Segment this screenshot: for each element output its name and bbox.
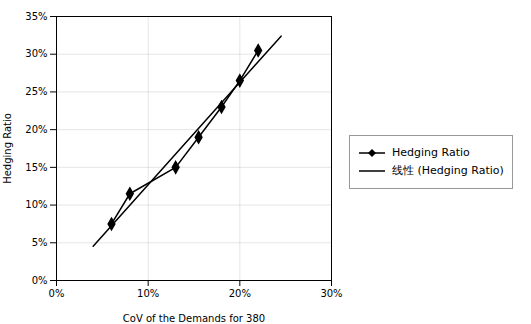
svg-text:0%: 0% — [49, 288, 65, 299]
svg-text:10%: 10% — [25, 199, 47, 210]
html-text:线性 (Hedging Ratio): 线性 (Hedging Ratio) — [392, 164, 504, 177]
svg-text:10%: 10% — [137, 288, 159, 299]
svg-text:15%: 15% — [25, 162, 47, 173]
svg-text:30%: 30% — [320, 288, 342, 299]
svg-text:0%: 0% — [32, 275, 48, 286]
svg-text:35%: 35% — [25, 11, 47, 22]
svg-text:25%: 25% — [25, 86, 47, 97]
svg-text:20%: 20% — [229, 288, 251, 299]
svg-text:Hedging Ratio: Hedging Ratio — [2, 113, 13, 184]
svg-text:5%: 5% — [32, 237, 48, 248]
svg-text:CoV of the Demands for 380: CoV of the Demands for 380 — [123, 313, 265, 324]
svg-text:30%: 30% — [25, 48, 47, 59]
svg-text:20%: 20% — [25, 124, 47, 135]
html-text:Hedging Ratio: Hedging Ratio — [392, 146, 470, 159]
